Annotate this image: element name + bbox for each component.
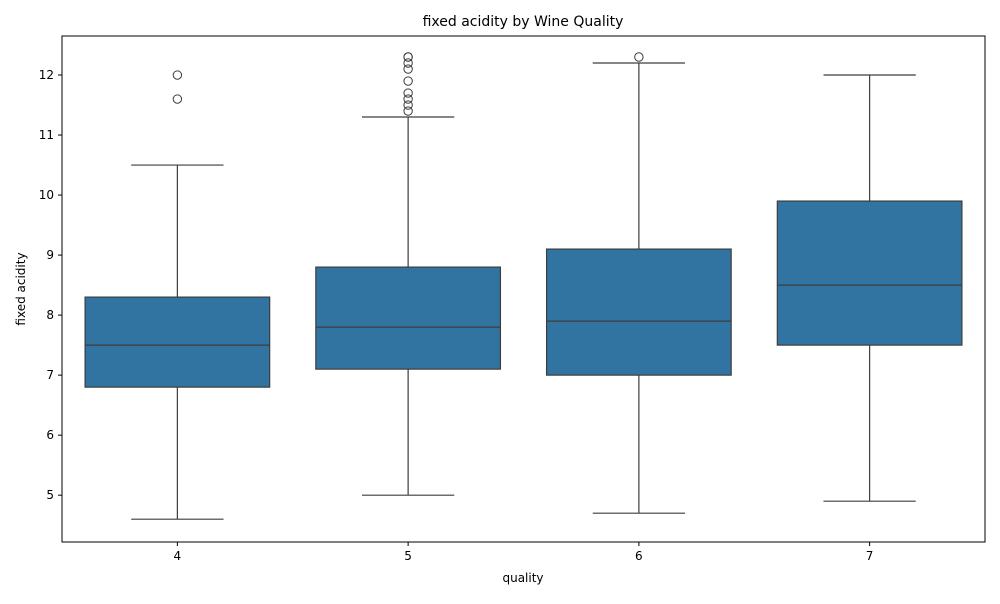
outlier-point	[403, 76, 413, 86]
outlier-point	[403, 52, 413, 62]
outlier-point	[634, 52, 644, 62]
outlier-point	[403, 58, 413, 68]
y-tick-label: 7	[46, 368, 54, 382]
outlier-point	[403, 64, 413, 74]
box-quality-7	[776, 200, 963, 346]
outlier-point	[403, 100, 413, 110]
y-tick-label: 5	[46, 488, 54, 502]
x-axis-label: quality	[502, 571, 543, 585]
y-tick-label: 6	[46, 428, 54, 442]
outlier-point	[403, 94, 413, 104]
x-tick-label: 6	[635, 549, 643, 563]
y-tick-label: 9	[46, 248, 54, 262]
box-quality-5	[315, 266, 502, 370]
y-tick-label: 8	[46, 308, 54, 322]
x-tick-label: 4	[174, 549, 182, 563]
y-tick-label: 10	[39, 188, 54, 202]
x-tick-label: 5	[404, 549, 412, 563]
outlier-point	[172, 94, 183, 104]
box-quality-4	[84, 296, 271, 388]
y-tick-label: 12	[39, 68, 54, 82]
x-tick-label: 7	[866, 549, 874, 563]
y-tick-label: 11	[39, 128, 54, 142]
outlier-point	[172, 70, 183, 80]
chart-title: fixed acidity by Wine Quality	[423, 14, 624, 30]
outlier-point	[403, 88, 413, 98]
plot-frame	[61, 35, 986, 543]
outlier-point	[403, 106, 413, 116]
box-quality-6	[545, 248, 732, 376]
y-axis-label: fixed acidity	[14, 252, 28, 325]
plot-area: 5 6 7 8 9 10 11 12 4 5 6 7	[39, 35, 986, 563]
